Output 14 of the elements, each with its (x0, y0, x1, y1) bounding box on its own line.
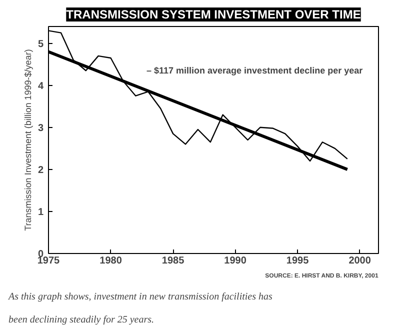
x-tick-label: 2000 (348, 256, 372, 266)
y-tick-label: 2 (38, 164, 44, 176)
x-tick-label: 1990 (224, 256, 247, 266)
chart-title: TRANSMISSION SYSTEM INVESTMENT OVER TIME (66, 8, 361, 22)
y-tick-label: 4 (38, 80, 44, 92)
y-tick-label: 1 (38, 206, 44, 218)
text: As this graph shows, investment in new transmission facilities has been declining steadily for 25 years. (8, 292, 272, 326)
y-tick-label: 3 (38, 122, 44, 134)
x-tick-label: 1995 (286, 256, 310, 266)
y-axis-title: Transmission Investment (billion 1999-$/year) (22, 49, 33, 231)
x-tick-label: 1980 (100, 256, 122, 266)
x-tick-label: 1985 (162, 256, 185, 266)
y-tick-label: 5 (38, 38, 44, 50)
annotation: – $117 million average investment decline per year (146, 66, 364, 76)
